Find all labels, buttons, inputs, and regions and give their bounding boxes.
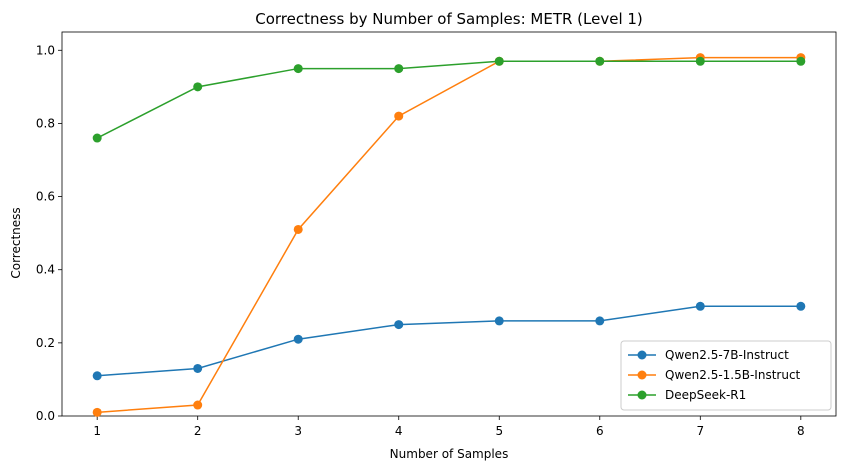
y-tick-label: 0.8	[36, 116, 55, 130]
series-qwen2-5-7b-instruct	[92, 301, 806, 381]
data-point-qwen2-5-1-5b-instruct	[394, 111, 404, 121]
data-point-deepseek-r1	[695, 56, 705, 66]
legend-marker	[637, 390, 647, 400]
data-point-deepseek-r1	[494, 56, 504, 66]
legend-marker	[637, 350, 647, 360]
plot-frame	[61, 31, 837, 417]
legend-item: DeepSeek-R1	[628, 388, 746, 402]
series-layer	[92, 53, 806, 417]
y-axis-label: Correctness	[9, 207, 23, 278]
legend-label: Qwen2.5-7B-Instruct	[665, 348, 789, 362]
y-tick-label: 0.6	[36, 190, 55, 204]
x-tick-label: 4	[395, 424, 403, 438]
series-line-qwen2-5-1-5b-instruct	[97, 56, 801, 414]
data-point-qwen2-5-7b-instruct	[796, 301, 806, 311]
data-point-qwen2-5-7b-instruct	[494, 316, 504, 326]
legend-box	[620, 340, 832, 411]
x-tick-label: 6	[596, 424, 604, 438]
data-point-deepseek-r1	[595, 56, 605, 66]
data-point-qwen2-5-1-5b-instruct	[92, 407, 102, 417]
data-point-deepseek-r1	[394, 64, 404, 74]
data-point-qwen2-5-7b-instruct	[193, 363, 203, 373]
data-point-qwen2-5-7b-instruct	[293, 334, 303, 344]
x-tick-label: 8	[797, 424, 805, 438]
x-tick-label: 5	[495, 424, 503, 438]
x-tick-label: 2	[194, 424, 202, 438]
x-axis-label: Number of Samples	[390, 447, 509, 461]
data-point-qwen2-5-7b-instruct	[595, 316, 605, 326]
series-deepseek-r1	[92, 56, 806, 143]
data-point-qwen2-5-1-5b-instruct	[193, 400, 203, 410]
legend: Qwen2.5-7B-Instruct Qwen2.5-1.5B-Instruct…	[620, 340, 832, 411]
data-point-qwen2-5-7b-instruct	[92, 371, 102, 381]
legend-item: Qwen2.5-7B-Instruct	[628, 348, 789, 362]
y-tick-label: 0.4	[36, 263, 55, 277]
y-tick-label: 0.0	[36, 409, 55, 423]
legend-item: Qwen2.5-1.5B-Instruct	[628, 368, 801, 382]
legend-marker	[637, 370, 647, 380]
x-tick-label: 1	[93, 424, 101, 438]
data-point-qwen2-5-1-5b-instruct	[293, 224, 303, 234]
data-point-qwen2-5-7b-instruct	[695, 301, 705, 311]
y-tick-label: 1.0	[36, 43, 55, 57]
data-point-deepseek-r1	[92, 133, 102, 143]
data-point-qwen2-5-7b-instruct	[394, 320, 404, 330]
x-tick-label: 3	[294, 424, 302, 438]
legend-label: Qwen2.5-1.5B-Instruct	[665, 368, 801, 382]
series-line-qwen2-5-7b-instruct	[97, 305, 801, 377]
data-point-deepseek-r1	[193, 82, 203, 92]
data-point-deepseek-r1	[293, 64, 303, 74]
plot-area: 1 2 3 4 5 6 7 8 0.0 0.2 0.4 0.6 0.8 1.0	[36, 31, 837, 438]
x-tick-label: 7	[696, 424, 704, 438]
series-line-deepseek-r1	[96, 60, 801, 139]
legend-label: DeepSeek-R1	[665, 388, 746, 402]
y-tick-label: 0.2	[36, 336, 55, 350]
chart-title: Correctness by Number of Samples: METR (…	[255, 10, 643, 28]
data-point-deepseek-r1	[796, 56, 806, 66]
